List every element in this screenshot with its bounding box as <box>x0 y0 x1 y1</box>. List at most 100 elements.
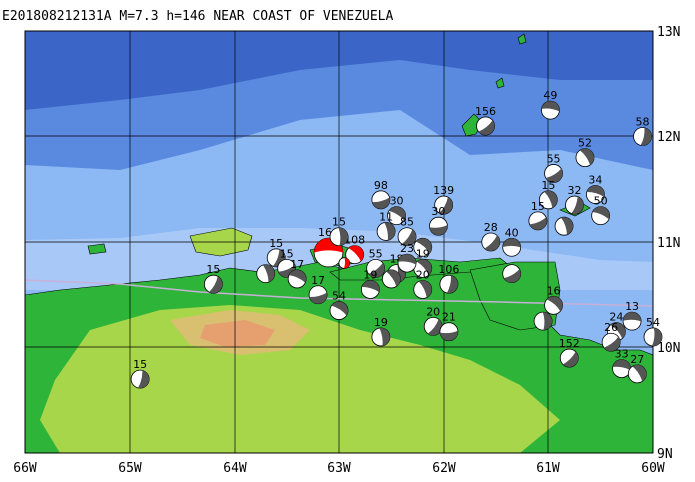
lat-label: 9N <box>657 447 673 462</box>
depth-label: 19 <box>363 268 377 281</box>
beachball: 23 <box>397 242 417 273</box>
beachball-quadrant <box>612 359 631 371</box>
beachball-quadrant <box>418 280 432 298</box>
beachball: 28 <box>481 221 501 252</box>
plate-boundary <box>25 279 653 307</box>
depth-label: 98 <box>374 179 388 192</box>
beachball: 19 <box>413 247 433 278</box>
beachball-quadrant <box>427 319 443 336</box>
highland-core <box>200 320 275 347</box>
beachball-quadrant <box>610 322 626 339</box>
depth-label: 54 <box>332 290 346 303</box>
beachball: 17 <box>287 258 307 289</box>
depth-label: 108 <box>344 234 365 247</box>
beachball: 32 <box>565 184 584 215</box>
beachball-quadrant <box>603 336 621 352</box>
beachball-quadrant <box>401 229 417 246</box>
beachball: 16 <box>544 284 563 315</box>
beachball: 34 <box>586 174 605 204</box>
beachball-quadrant <box>416 259 432 276</box>
depth-label: 17 <box>290 258 304 271</box>
beachball: 58 <box>633 116 652 146</box>
beachball-quadrant <box>343 257 350 269</box>
beachball: 85 <box>397 216 417 247</box>
grenadine-island <box>517 33 527 45</box>
beachball-quadrant <box>415 238 432 254</box>
beachball: 15 <box>538 179 558 210</box>
lon-label: 61W <box>536 461 560 476</box>
lat-label: 13N <box>657 25 680 40</box>
beachball-quadrant <box>331 301 348 316</box>
beachball: 30 <box>429 205 448 236</box>
beachball-quadrant <box>529 217 547 230</box>
depth-label: 28 <box>484 221 498 234</box>
trinidad-island <box>469 261 561 331</box>
depth-label: 23 <box>400 242 414 255</box>
beachball: 54 <box>329 290 349 320</box>
depth-label: 49 <box>543 89 557 102</box>
beachball-quadrant <box>586 185 605 198</box>
lon-label: 63W <box>327 461 351 476</box>
beachball <box>533 311 553 331</box>
latitude-axis: 13N 12N 11N 10N 9N <box>657 25 680 462</box>
beachball: 21 <box>439 311 459 342</box>
longitude-axis: 66W 65W 64W 63W 62W 61W 60W <box>13 461 665 476</box>
depth-label: 33 <box>615 348 629 361</box>
depth-label: 152 <box>559 337 580 350</box>
lon-label: 65W <box>118 461 142 476</box>
beachball-quadrant <box>348 245 364 262</box>
depth-label: 34 <box>588 174 602 187</box>
beachball-quadrant <box>561 217 574 235</box>
beachball: 20 <box>413 268 433 299</box>
depth-label: 85 <box>400 216 414 229</box>
lon-label: 60W <box>641 461 665 476</box>
depth-label: 17 <box>311 274 325 287</box>
beachball: 19 <box>371 316 391 347</box>
beachball <box>256 264 276 284</box>
beachball-quadrant <box>446 275 458 294</box>
beachball-quadrant <box>544 190 558 208</box>
beachball: 108 <box>344 234 365 265</box>
beachball: 152 <box>559 337 580 368</box>
beachball-quadrant <box>439 197 453 215</box>
beachball-quadrant <box>379 327 390 346</box>
depth-label: 32 <box>568 184 582 197</box>
depth-label: 30 <box>431 205 445 218</box>
beachball <box>554 216 574 236</box>
beachball-quadrant <box>640 127 652 146</box>
beachball-quadrant <box>542 312 553 331</box>
depth-label: 15 <box>133 358 147 371</box>
grenadine-island <box>495 77 505 89</box>
depth-label: 30 <box>390 195 404 208</box>
beachball: 17 <box>308 274 328 305</box>
beachball-quadrant <box>546 296 563 312</box>
beachball <box>502 264 522 284</box>
depth-label: 50 <box>594 195 608 208</box>
beachball: 156 <box>475 105 496 136</box>
depth-label: 20 <box>416 268 430 281</box>
beachball-quadrant <box>309 292 328 304</box>
depth-label: 139 <box>433 184 454 197</box>
lat-label: 10N <box>657 341 680 356</box>
lon-label: 66W <box>13 461 37 476</box>
beachball: 54 <box>643 316 663 347</box>
beachball: 27 <box>627 353 647 384</box>
beachball: 49 <box>541 89 560 120</box>
beachball-quadrant <box>502 238 521 248</box>
beachball-quadrant <box>652 327 662 346</box>
beachball-quadrant <box>571 196 584 215</box>
beachball <box>381 269 401 289</box>
depth-label: 13 <box>625 300 639 313</box>
beachball-quadrant <box>545 168 563 183</box>
depth-label: 21 <box>442 311 456 324</box>
beachball-quadrant <box>361 280 380 293</box>
depth-label: 55 <box>369 247 383 260</box>
lon-label: 64W <box>223 461 247 476</box>
beachball <box>413 237 433 257</box>
beachball-quadrant <box>262 264 275 283</box>
small-island <box>87 243 107 255</box>
lon-label: 62W <box>432 461 456 476</box>
lat-label: 12N <box>657 130 680 145</box>
upland-zone <box>40 305 560 453</box>
depth-label: 27 <box>630 353 644 366</box>
